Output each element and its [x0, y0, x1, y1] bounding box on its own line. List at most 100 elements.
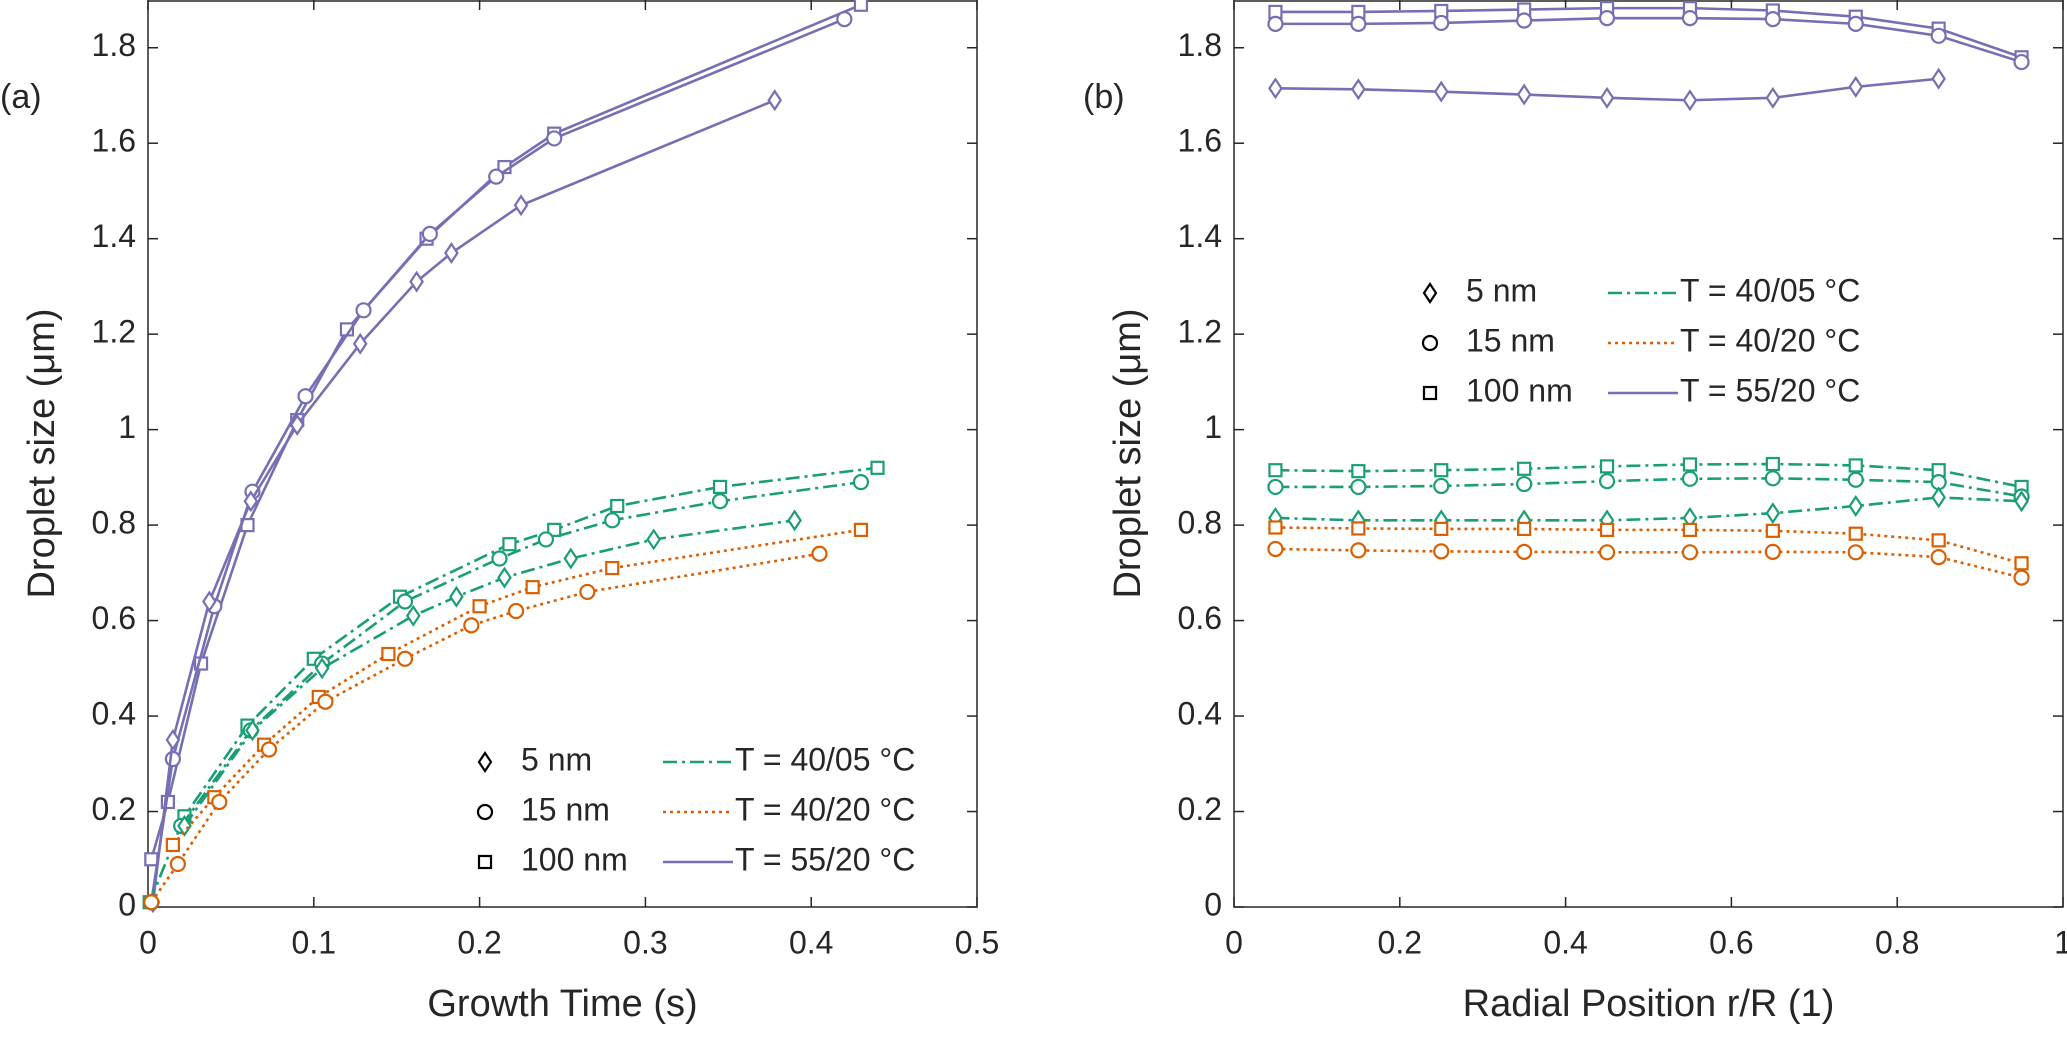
x-tick-label: 0	[139, 924, 157, 960]
series-line	[150, 3, 862, 860]
y-tick-label: 0.4	[1178, 696, 1222, 732]
marker	[1268, 463, 1283, 478]
marker	[1848, 75, 1864, 98]
series-line	[1275, 6, 2022, 59]
legend-label: T = 40/05 °C	[1680, 272, 1860, 308]
marker	[1517, 461, 1532, 476]
y-tick-label: 0.2	[1178, 791, 1222, 827]
marker	[1351, 464, 1366, 479]
y-tick-label: 0.6	[1178, 600, 1222, 636]
marker	[396, 593, 414, 610]
y-tick-label: 0.4	[92, 696, 136, 732]
y-tick-label: 1.8	[1178, 27, 1222, 63]
y-tick-label: 0	[1204, 886, 1222, 922]
marker	[1350, 542, 1367, 559]
marker	[1682, 457, 1698, 472]
marker	[169, 855, 186, 873]
marker	[1267, 540, 1284, 558]
marker	[1765, 86, 1781, 109]
marker	[513, 194, 529, 217]
y-tick-label: 1.4	[1178, 218, 1222, 254]
y-tick-label: 1.6	[92, 123, 136, 159]
marker	[1682, 522, 1698, 537]
series-line	[1275, 526, 2022, 565]
legend-label: T = 55/20 °C	[1680, 372, 1860, 408]
series-line	[150, 17, 845, 903]
x-tick-label: 0.8	[1875, 924, 1919, 960]
marker	[712, 479, 728, 495]
marker	[646, 528, 662, 551]
marker	[143, 894, 160, 911]
marker	[449, 585, 464, 608]
marker	[2014, 556, 2029, 571]
marker	[477, 751, 493, 773]
y-tick-label: 0.8	[92, 505, 136, 541]
marker	[1350, 15, 1367, 32]
legend-label: 100 nm	[521, 841, 628, 877]
marker	[2013, 569, 2030, 586]
marker	[1931, 67, 1946, 90]
legend-label: 5 nm	[1466, 272, 1537, 308]
marker	[563, 547, 579, 570]
marker	[1765, 456, 1780, 472]
marker	[1681, 470, 1699, 487]
marker	[352, 332, 368, 355]
marker	[1598, 544, 1616, 561]
x-tick-label: 0.5	[955, 924, 999, 960]
marker	[525, 580, 540, 595]
marker	[381, 646, 396, 662]
x-tick-label: 0.4	[789, 924, 833, 960]
marker	[245, 719, 260, 742]
marker	[1433, 80, 1449, 103]
x-tick-label: 0.4	[1543, 924, 1587, 960]
marker	[317, 693, 334, 710]
x-tick-label: 0.6	[1709, 924, 1753, 960]
marker	[1268, 77, 1283, 100]
legend-label: T = 40/05 °C	[735, 741, 915, 777]
y-tick-label: 0	[118, 886, 136, 922]
marker	[1434, 521, 1449, 537]
marker	[1931, 533, 1946, 548]
marker	[409, 270, 424, 293]
y-tick-label: 1.4	[92, 218, 136, 254]
marker	[1433, 14, 1450, 32]
series-line	[180, 480, 862, 827]
marker	[1848, 458, 1863, 473]
marker	[1681, 544, 1699, 561]
series-line	[1275, 496, 2022, 522]
legend: 5 nm 15 nm 100 nm T = 40/05 °C T = 40/20 °C T…	[476, 741, 915, 877]
y-tick-label: 0.2	[92, 791, 136, 827]
marker	[1599, 459, 1615, 474]
marker	[177, 814, 192, 837]
marker	[488, 168, 505, 185]
marker	[711, 493, 729, 510]
y-tick-label: 1.2	[1178, 314, 1222, 350]
marker	[1516, 12, 1533, 29]
marker	[405, 604, 421, 627]
marker	[165, 728, 181, 751]
marker	[1267, 478, 1284, 496]
marker	[1682, 89, 1698, 112]
y-tick-label: 0.8	[1178, 505, 1222, 541]
y-tick-label: 0.6	[92, 600, 136, 636]
marker	[144, 852, 159, 867]
marker	[444, 242, 459, 264]
marker	[421, 225, 438, 243]
x-axis-label: Growth Time (s)	[427, 983, 697, 1025]
plot-box	[1233, 0, 2064, 908]
marker	[1847, 471, 1864, 488]
y-tick-label: 1.6	[1178, 123, 1222, 159]
marker	[1421, 334, 1439, 352]
marker	[1268, 520, 1283, 535]
marker	[767, 89, 783, 112]
marker	[546, 130, 563, 147]
marker	[1351, 78, 1366, 101]
x-tick-label: 0.1	[292, 924, 336, 960]
marker	[610, 498, 625, 514]
marker	[852, 474, 870, 491]
legend-label: 15 nm	[1466, 322, 1555, 358]
marker	[1351, 521, 1366, 536]
marker	[787, 509, 802, 532]
marker	[297, 388, 314, 405]
marker	[202, 590, 217, 613]
